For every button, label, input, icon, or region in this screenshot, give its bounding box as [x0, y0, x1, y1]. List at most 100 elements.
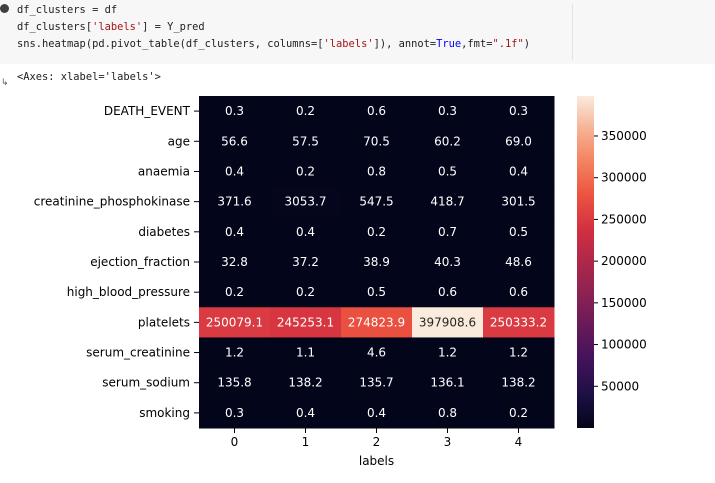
heatmap-cell	[412, 126, 484, 157]
code-token: )	[523, 38, 530, 50]
run-cell-icon[interactable]	[0, 4, 9, 13]
cell-annotation: 38.9	[363, 255, 390, 269]
x-tick-label: 2	[373, 435, 381, 449]
x-tick-label: 4	[515, 435, 523, 449]
colorbar-tick-label: 100000	[601, 338, 647, 352]
cell-annotation: 138.2	[288, 376, 322, 390]
cell-annotation: 135.7	[359, 376, 393, 390]
heatmap-cell	[270, 277, 342, 308]
heatmap-cell	[199, 397, 271, 429]
cell-annotation: 138.2	[501, 376, 535, 390]
y-tick-label: high_blood_pressure	[67, 285, 190, 299]
cell-annotation: 0.5	[509, 225, 528, 239]
heatmap-cell	[412, 186, 484, 218]
code-token: df_clusters = df	[17, 4, 118, 16]
cell-annotation: 70.5	[363, 134, 390, 148]
cell-annotation: 0.8	[367, 164, 386, 178]
cell-annotation: 0.4	[225, 225, 244, 239]
heatmap-cell	[341, 186, 413, 218]
heatmap-cell	[199, 216, 271, 248]
cell-annotation: 0.5	[438, 164, 457, 178]
cell-annotation: 0.3	[509, 104, 528, 118]
heatmap-cell	[483, 367, 555, 399]
heatmap-cell	[199, 367, 271, 399]
heatmap-cell	[199, 337, 271, 369]
heatmap-cell	[341, 277, 413, 308]
y-tick-label: serum_creatinine	[86, 346, 190, 360]
heatmap-cell	[270, 216, 342, 248]
heatmap-cell	[483, 307, 555, 338]
x-tick-label: 1	[302, 435, 310, 449]
code-line[interactable]: df_clusters['labels'] = Y_pred	[17, 21, 205, 34]
cell-annotation: 60.2	[434, 134, 461, 148]
heatmap-cell	[341, 156, 413, 188]
code-token: sns.heatmap(pd.pivot_table(df_clusters, …	[17, 38, 324, 50]
code-line[interactable]: sns.heatmap(pd.pivot_table(df_clusters, …	[17, 38, 530, 51]
cell-annotation: 0.4	[367, 406, 386, 420]
colorbar-tick-label: 200000	[601, 254, 647, 268]
cell-annotation: 0.3	[225, 104, 244, 118]
code-token: 'labels'	[323, 38, 374, 50]
colorbar-tick-label: 250000	[601, 212, 647, 226]
y-tick-label: ejection_fraction	[90, 255, 190, 269]
heatmap-cell	[483, 156, 555, 188]
cell-annotation: 0.6	[509, 285, 528, 299]
heatmap-cell	[270, 397, 342, 429]
cell-annotation: 56.6	[221, 134, 248, 148]
cell-annotation: 0.2	[296, 104, 315, 118]
heatmap-cell	[341, 246, 413, 278]
heatmap-cell	[412, 156, 484, 188]
cell-annotation: 0.3	[438, 104, 457, 118]
cell-annotation: 1.1	[296, 346, 315, 360]
heatmap-cell	[270, 367, 342, 399]
heatmap-cell	[341, 307, 413, 338]
cell-divider	[572, 4, 573, 60]
cell-annotation: 0.4	[509, 164, 528, 178]
code-token: True	[436, 38, 462, 50]
cell-annotation: 32.8	[221, 255, 248, 269]
cell-annotation: 274823.9	[348, 315, 405, 329]
heatmap-cell	[412, 397, 484, 429]
cell-annotation: 0.7	[438, 225, 457, 239]
heatmap-cell	[483, 126, 555, 157]
cell-annotation: 37.2	[292, 255, 319, 269]
colorbar-tick-label: 350000	[601, 129, 647, 143]
output-collapse-icon[interactable]: ↳	[1, 78, 9, 88]
heatmap-cell	[412, 246, 484, 278]
cell-annotation: 135.8	[217, 376, 251, 390]
heatmap-cell	[412, 307, 484, 338]
cell-annotation: 69.0	[505, 134, 532, 148]
cell-annotation: 250333.2	[490, 315, 547, 329]
cell-annotation: 0.5	[367, 285, 386, 299]
heatmap-cell	[270, 337, 342, 369]
heatmap-cell	[483, 397, 555, 429]
heatmap-cell	[341, 337, 413, 369]
heatmap-cell	[270, 246, 342, 278]
y-tick-label: creatinine_phosphokinase	[34, 195, 190, 209]
cell-annotation: 0.4	[296, 406, 315, 420]
cell-annotation: 0.2	[296, 164, 315, 178]
heatmap-cell	[412, 277, 484, 308]
cell-annotation: 0.4	[296, 225, 315, 239]
heatmap-cell	[483, 246, 555, 278]
y-tick-label: smoking	[139, 406, 190, 420]
x-tick-label: 0	[231, 435, 239, 449]
heatmap-cell	[483, 277, 555, 308]
heatmap-cell	[199, 246, 271, 278]
cell-annotation: 1.2	[438, 346, 457, 360]
heatmap-cell	[199, 186, 271, 218]
heatmap-cell	[199, 156, 271, 188]
code-cell[interactable]: df_clusters = df df_clusters['labels'] =…	[0, 0, 715, 64]
code-line[interactable]: df_clusters = df	[17, 4, 117, 17]
cell-annotation: 57.5	[292, 134, 319, 148]
cell-annotation: 0.2	[509, 406, 528, 420]
cell-annotation: 0.8	[438, 406, 457, 420]
cell-annotation: 547.5	[359, 195, 393, 209]
y-tick-label: age	[168, 134, 190, 148]
cell-annotation: 0.4	[225, 164, 244, 178]
heatmap-cell	[199, 307, 271, 338]
cell-annotation: 0.6	[367, 104, 386, 118]
heatmap-cell	[341, 96, 413, 127]
heatmap-cell	[412, 367, 484, 399]
